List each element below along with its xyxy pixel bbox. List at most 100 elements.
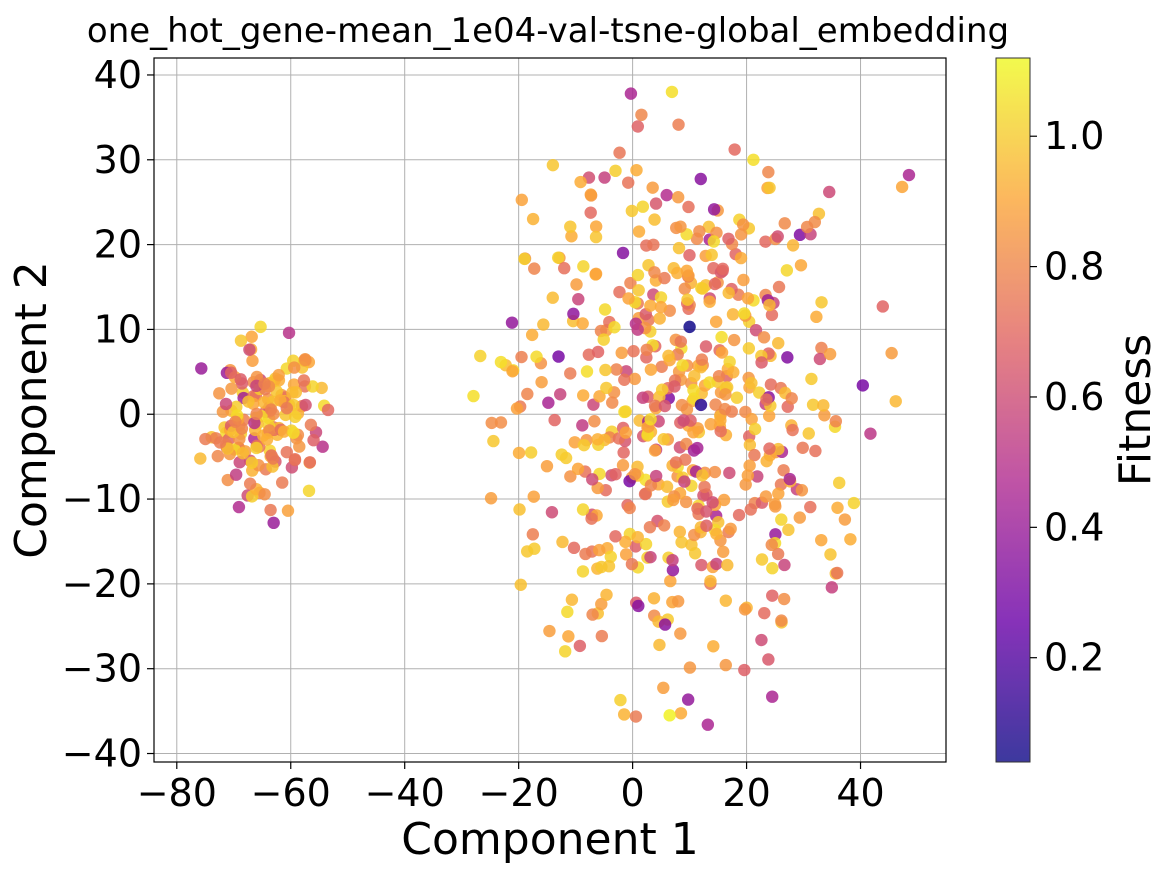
data-point xyxy=(769,500,782,513)
data-point xyxy=(769,528,782,541)
data-point xyxy=(595,597,608,611)
data-point xyxy=(577,260,590,273)
data-point xyxy=(694,172,707,186)
data-point xyxy=(665,85,679,99)
data-point xyxy=(644,413,657,426)
data-point xyxy=(623,501,636,515)
data-point xyxy=(485,416,498,430)
data-point xyxy=(281,504,295,517)
data-point xyxy=(818,409,831,422)
data-point xyxy=(632,284,645,297)
data-point xyxy=(824,548,837,561)
data-point xyxy=(647,592,661,605)
data-point xyxy=(302,484,316,498)
data-point xyxy=(683,249,696,262)
data-point xyxy=(748,448,761,462)
data-point xyxy=(694,398,708,412)
data-point xyxy=(719,658,732,672)
data-point xyxy=(515,193,529,207)
data-point xyxy=(810,310,823,324)
data-point xyxy=(266,452,280,465)
data-point xyxy=(608,321,621,334)
data-point xyxy=(635,108,648,122)
data-point xyxy=(647,238,660,251)
data-point xyxy=(772,280,786,294)
data-point xyxy=(631,530,644,544)
data-point xyxy=(586,608,599,621)
data-point xyxy=(613,146,626,159)
data-point xyxy=(213,436,227,449)
data-point xyxy=(765,538,778,552)
data-point xyxy=(830,566,844,580)
colorbar-tick-label: 0.6 xyxy=(1044,375,1104,419)
data-point xyxy=(624,276,637,290)
data-point xyxy=(660,188,673,202)
data-point xyxy=(225,382,238,395)
data-point xyxy=(762,653,775,666)
data-point xyxy=(722,286,735,300)
data-point xyxy=(793,511,806,524)
data-point xyxy=(640,343,653,356)
data-point xyxy=(528,542,541,555)
data-point xyxy=(564,367,577,380)
data-point xyxy=(316,440,329,453)
data-point xyxy=(675,398,689,412)
data-point xyxy=(775,513,788,526)
data-point xyxy=(724,522,737,536)
data-point xyxy=(619,426,633,439)
data-point xyxy=(199,432,212,446)
data-point xyxy=(844,533,857,546)
data-point xyxy=(683,661,697,674)
data-point xyxy=(687,426,700,439)
data-point xyxy=(644,479,658,492)
data-point xyxy=(288,410,302,424)
x-tick-label: 0 xyxy=(621,771,645,815)
y-tick-label: −30 xyxy=(62,647,142,691)
data-point xyxy=(234,334,248,347)
data-point xyxy=(723,355,736,369)
data-point xyxy=(763,442,776,455)
data-point xyxy=(609,468,622,481)
data-point xyxy=(741,469,755,482)
data-point xyxy=(757,331,771,344)
data-point xyxy=(723,466,736,480)
data-point xyxy=(614,693,627,707)
data-point xyxy=(743,459,756,472)
x-axis-label: Component 1 xyxy=(401,814,698,865)
data-point xyxy=(673,525,687,539)
data-point xyxy=(760,393,773,406)
data-point xyxy=(556,535,569,549)
data-point xyxy=(745,376,758,390)
data-point xyxy=(704,574,717,588)
colorbar xyxy=(995,57,1031,763)
data-point xyxy=(847,496,861,510)
data-point xyxy=(546,291,559,304)
data-point xyxy=(567,307,580,321)
data-point xyxy=(514,578,527,591)
data-point xyxy=(864,427,877,440)
data-point xyxy=(577,389,590,402)
data-point xyxy=(558,262,571,275)
data-point xyxy=(895,180,909,194)
data-point xyxy=(558,645,572,658)
data-point xyxy=(644,363,658,376)
data-point xyxy=(600,381,613,395)
data-point xyxy=(763,298,776,312)
data-point xyxy=(579,547,592,561)
data-point xyxy=(766,562,779,575)
data-point xyxy=(236,446,250,460)
data-point xyxy=(726,308,740,321)
data-point xyxy=(617,446,630,459)
data-point xyxy=(567,541,581,555)
data-point xyxy=(703,376,716,389)
data-point xyxy=(786,423,799,437)
data-point xyxy=(687,383,700,397)
data-point xyxy=(677,414,690,427)
data-point xyxy=(616,246,630,260)
data-point xyxy=(573,639,587,653)
data-point xyxy=(772,336,785,350)
data-point xyxy=(706,496,719,509)
data-point xyxy=(813,352,827,366)
data-point xyxy=(700,519,713,532)
data-point xyxy=(738,663,751,677)
